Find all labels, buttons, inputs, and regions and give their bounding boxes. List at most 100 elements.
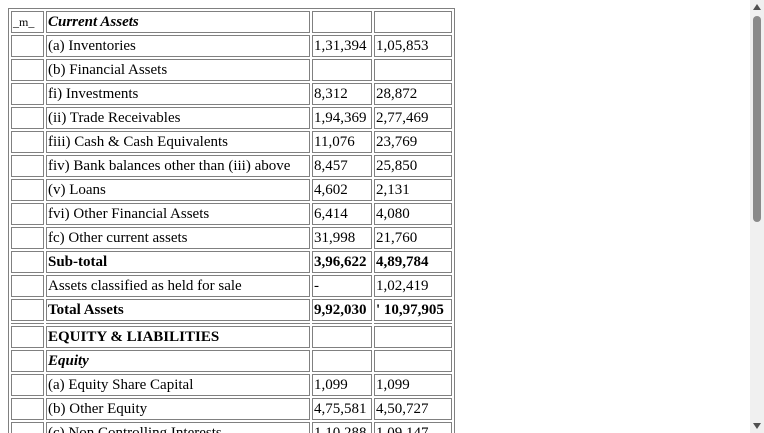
current-year-value-cell: 11,076 — [312, 131, 372, 153]
current-year-value-cell: 8,457 — [312, 155, 372, 177]
row-marker-cell — [11, 83, 44, 105]
previous-year-value-cell: 25,850 — [374, 155, 452, 177]
row-label-cell: (c) Non Controlling Interests — [46, 422, 310, 433]
previous-year-value-cell: 21,760 — [374, 227, 452, 249]
separator-cell — [374, 323, 452, 324]
row-marker-cell — [11, 374, 44, 396]
row-label-cell: (b) Other Equity — [46, 398, 310, 420]
scroll-down-arrow-icon[interactable] — [753, 423, 761, 429]
row-marker-cell — [11, 227, 44, 249]
current-year-value-cell: 6,414 — [312, 203, 372, 225]
section-separator — [11, 323, 452, 324]
current-year-value-cell: 4,75,581 — [312, 398, 372, 420]
row-label-cell: fiii) Cash & Cash Equivalents — [46, 131, 310, 153]
row-label-cell: Total Assets — [46, 299, 310, 321]
previous-year-value-cell: 1,05,853 — [374, 35, 452, 57]
row-marker-cell — [11, 203, 44, 225]
table-row: Total Assets 9,92,030 ' 10,97,905 — [11, 299, 452, 321]
row-label-cell: fvi) Other Financial Assets — [46, 203, 310, 225]
table-row: _m_ Current Assets — [11, 11, 452, 33]
row-label-cell: (a) Equity Share Capital — [46, 374, 310, 396]
table-row: Equity — [11, 350, 452, 372]
row-label-cell: (a) Inventories — [46, 35, 310, 57]
row-marker-cell — [11, 59, 44, 81]
scrollbar-thumb[interactable] — [753, 16, 761, 222]
table-row: (a) Inventories 1,31,394 1,05,853 — [11, 35, 452, 57]
previous-year-value-cell: 1,02,419 — [374, 275, 452, 297]
current-year-value-cell: 8,312 — [312, 83, 372, 105]
row-label-cell: (ii) Trade Receivables — [46, 107, 310, 129]
table-row: fiv) Bank balances other than (iii) abov… — [11, 155, 452, 177]
row-marker-cell — [11, 179, 44, 201]
row-marker-cell — [11, 251, 44, 273]
previous-year-value-cell — [374, 350, 452, 372]
row-label-cell: Sub-total — [46, 251, 310, 273]
current-year-value-cell: 9,92,030 — [312, 299, 372, 321]
current-year-value-cell — [312, 326, 372, 348]
row-label-cell: Current Assets — [46, 11, 310, 33]
previous-year-value-cell: 1,099 — [374, 374, 452, 396]
separator-cell — [46, 323, 310, 324]
table-row: (c) Non Controlling Interests 1,10,288 1,0… — [11, 422, 452, 433]
current-year-value-cell: 3,96,622 — [312, 251, 372, 273]
previous-year-value-cell: ' 10,97,905 — [374, 299, 452, 321]
row-label-cell: (b) Financial Assets — [46, 59, 310, 81]
row-marker-cell — [11, 155, 44, 177]
current-year-value-cell: 4,602 — [312, 179, 372, 201]
previous-year-value-cell — [374, 11, 452, 33]
row-marker-cell — [11, 275, 44, 297]
current-year-value-cell — [312, 59, 372, 81]
previous-year-value-cell: 4,080 — [374, 203, 452, 225]
previous-year-value-cell: 28,872 — [374, 83, 452, 105]
table-row: (ii) Trade Receivables 1,94,369 2,77,469 — [11, 107, 452, 129]
table-row: Sub-total 3,96,622 4,89,784 — [11, 251, 452, 273]
row-marker-cell — [11, 131, 44, 153]
table-row: (b) Financial Assets — [11, 59, 452, 81]
previous-year-value-cell: 4,50,727 — [374, 398, 452, 420]
separator-cell — [11, 323, 44, 324]
row-marker-cell — [11, 350, 44, 372]
financial-statement-table: _m_ Current Assets (a) Inventories 1,31,394… — [8, 8, 455, 433]
row-marker-cell — [11, 422, 44, 433]
row-marker-cell: _m_ — [11, 11, 44, 33]
table-row: (a) Equity Share Capital 1,099 1,099 — [11, 374, 452, 396]
row-marker-cell — [11, 326, 44, 348]
table-row: (v) Loans 4,602 2,131 — [11, 179, 452, 201]
table-body: _m_ Current Assets (a) Inventories 1,31,394… — [11, 11, 452, 433]
current-year-value-cell: - — [312, 275, 372, 297]
previous-year-value-cell: 2,77,469 — [374, 107, 452, 129]
row-marker-cell — [11, 107, 44, 129]
table-row: (b) Other Equity 4,75,581 4,50,727 — [11, 398, 452, 420]
current-year-value-cell: 1,31,394 — [312, 35, 372, 57]
row-label-cell: Assets classified as held for sale — [46, 275, 310, 297]
row-label-cell: EQUITY & LIABILITIES — [46, 326, 310, 348]
previous-year-value-cell: 23,769 — [374, 131, 452, 153]
row-marker-cell — [11, 398, 44, 420]
previous-year-value-cell: 1,09,147 — [374, 422, 452, 433]
row-label-cell: (v) Loans — [46, 179, 310, 201]
vertical-scrollbar[interactable] — [750, 0, 764, 433]
table-row: fc) Other current assets 31,998 21,760 — [11, 227, 452, 249]
row-label-cell: fc) Other current assets — [46, 227, 310, 249]
scroll-up-arrow-icon[interactable] — [753, 4, 761, 10]
row-marker-cell — [11, 299, 44, 321]
row-label-cell: Equity — [46, 350, 310, 372]
current-year-value-cell — [312, 11, 372, 33]
previous-year-value-cell: 4,89,784 — [374, 251, 452, 273]
row-marker-cell — [11, 35, 44, 57]
table-row: EQUITY & LIABILITIES — [11, 326, 452, 348]
table-row: Assets classified as held for sale -1,02,… — [11, 275, 452, 297]
current-year-value-cell: 1,099 — [312, 374, 372, 396]
separator-cell — [312, 323, 372, 324]
table-row: fvi) Other Financial Assets 6,414 4,080 — [11, 203, 452, 225]
row-label-cell: fiv) Bank balances other than (iii) abov… — [46, 155, 310, 177]
current-year-value-cell: 1,10,288 — [312, 422, 372, 433]
table-row: fi) Investments 8,312 28,872 — [11, 83, 452, 105]
current-year-value-cell — [312, 350, 372, 372]
row-label-cell: fi) Investments — [46, 83, 310, 105]
previous-year-value-cell: 2,131 — [374, 179, 452, 201]
current-year-value-cell: 31,998 — [312, 227, 372, 249]
table-row: fiii) Cash & Cash Equivalents 11,076 23,76… — [11, 131, 452, 153]
previous-year-value-cell — [374, 326, 452, 348]
